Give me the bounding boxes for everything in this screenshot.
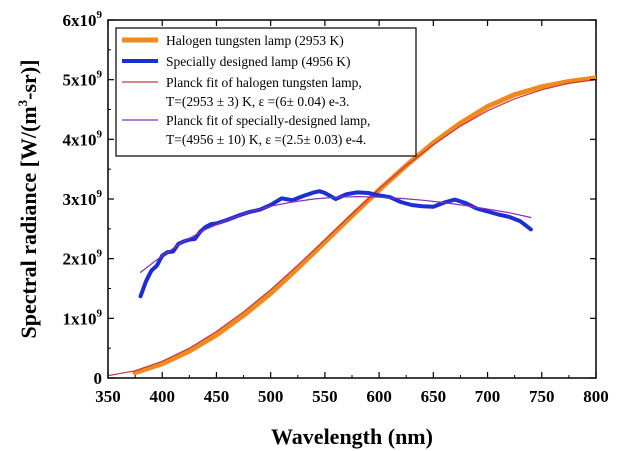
y-axis-title-main: Spectral radiance [W/(m (16, 106, 41, 338)
y-axis-title-group: Spectral radiance [W/(m3-sr)] (15, 60, 41, 339)
x-tick-label: 750 (529, 387, 555, 406)
series-line-2 (108, 79, 596, 377)
x-tick-label: 550 (312, 387, 338, 406)
legend-label-3: Planck fit of specially-designed lamp, (166, 113, 370, 128)
y-axis-title: Spectral radiance [W/(m3-sr)] (15, 60, 41, 339)
y-tick-label: 6x109 (63, 9, 103, 30)
legend-box (115, 27, 417, 157)
y-tick-label: 3x109 (63, 188, 103, 209)
x-tick-label: 500 (258, 387, 284, 406)
ticks-layer: 350 400 450 500 550 600 650 700 750 800 0 1x109 2x10… (63, 9, 609, 406)
series-line-0 (132, 75, 596, 376)
x-tick-label: 400 (149, 387, 175, 406)
x-tick-label: 800 (583, 387, 609, 406)
series-line-1 (138, 189, 533, 299)
y-axis-title-tail: -sr)] (16, 60, 41, 100)
y-tick-label: 5x109 (63, 69, 103, 90)
x-axis-title: Wavelength (nm) (271, 424, 433, 449)
legend-label-0: Halogen tungsten lamp (2953 K) (166, 33, 344, 48)
x-tick-label: 350 (95, 387, 121, 406)
legend: Halogen tungsten lamp (2953 K) Specially … (115, 27, 417, 157)
y-tick-label: 1x109 (63, 307, 103, 328)
y-axis-title-sup: 3 (15, 99, 30, 106)
series-line-3 (139, 196, 532, 273)
x-tick-label: 600 (366, 387, 392, 406)
legend-label-1: Specially designed lamp (4956 K) (166, 54, 350, 69)
y-tick-label: 4x109 (63, 128, 103, 149)
legend-label-2: Planck fit of halogen tungsten lamp, (166, 75, 362, 90)
series-layer (108, 75, 596, 377)
x-tick-label: 650 (421, 387, 447, 406)
y-tick-label: 0 (94, 369, 103, 388)
y-tick-label: 2x109 (63, 248, 103, 269)
x-tick-label: 450 (204, 387, 230, 406)
legend-label-2: T=(2953 ± 3) K, ε =(6± 0.04) e-3. (166, 94, 349, 109)
x-tick-label: 700 (475, 387, 501, 406)
legend-label-3: T=(4956 ± 10) K, ε =(2.5± 0.03) e-4. (166, 132, 366, 147)
